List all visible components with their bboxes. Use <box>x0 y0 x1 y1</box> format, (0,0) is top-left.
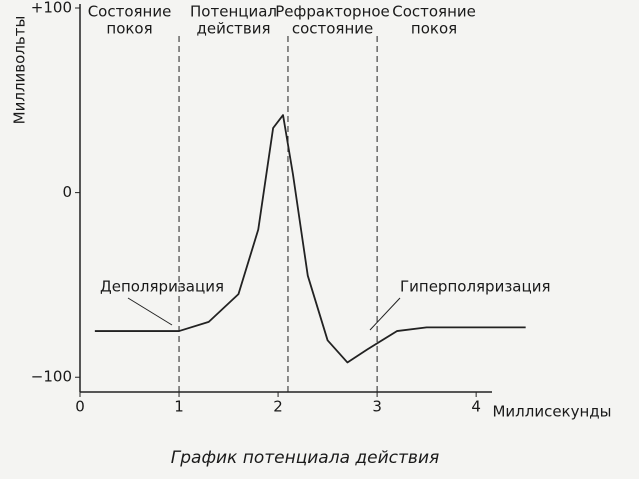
region-label: Состояние <box>392 3 476 21</box>
y-axis-label: Милливольты <box>11 16 29 125</box>
annotation: Деполяризация <box>100 278 224 296</box>
potential-curve <box>94 114 526 364</box>
region-label: Рефракторное <box>275 3 390 21</box>
x-axis-label: Миллисекунды <box>492 403 611 421</box>
annotation: Гиперполяризация <box>400 278 550 296</box>
region-label: покоя <box>106 20 152 38</box>
y-tick-label: 0 <box>62 183 72 201</box>
region-label: состояние <box>292 20 373 38</box>
y-tick-label: −100 <box>31 368 72 386</box>
x-tick-label: 3 <box>372 398 382 416</box>
x-tick-label: 4 <box>471 398 481 416</box>
region-label: Потенциал <box>190 3 277 21</box>
region-label: покоя <box>411 20 457 38</box>
region-label: Состояние <box>88 3 172 21</box>
y-tick-label: +100 <box>31 0 72 17</box>
x-tick-label: 2 <box>273 398 283 416</box>
region-label: действия <box>197 20 271 38</box>
pointer <box>369 297 401 331</box>
chart-title: График потенциала действия <box>171 448 439 468</box>
pointer <box>127 297 173 326</box>
x-tick-label: 0 <box>75 398 85 416</box>
x-tick-label: 1 <box>174 398 184 416</box>
